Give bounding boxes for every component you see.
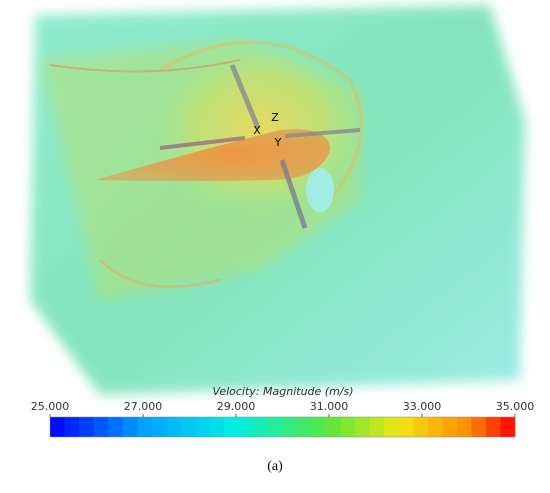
colorbar-frame [49,416,516,438]
colorbar-cell [253,417,269,437]
colorbar-cell [238,417,254,437]
colorbar-cell [166,417,182,437]
colorbar-cell [122,417,138,437]
axis-label: X [253,124,261,137]
colorbar-cell [209,417,225,437]
colorbar-tick-label: 25.000 [31,400,70,413]
colorbar-tick-label: 29.000 [217,400,256,413]
colorbar-cell [108,417,124,437]
colorbar-cell [471,417,487,437]
colorbar-cell [151,417,167,437]
colorbar-tick-label: 31.000 [310,400,349,413]
colorbar-cell [442,417,458,437]
colorbar-cell [64,417,80,437]
colorbar-cell [224,417,240,437]
colorbar-cell [180,417,196,437]
colorbar-cell [297,417,313,437]
colorbar-cell [413,417,429,437]
axis-label: Z [271,111,279,124]
colorbar-cell [282,417,298,437]
colorbar-tick-label: 33.000 [403,400,442,413]
colorbar-cell [427,417,443,437]
caption: (a) [267,459,283,474]
colorbar-cell [137,417,153,437]
colorbar-cell [456,417,472,437]
colorbar-cell [369,417,385,437]
colorbar-cell [485,417,501,437]
colorbar-cell [398,417,414,437]
colorbar-cell [50,417,66,437]
colorbar-cell [195,417,211,437]
colorbar-tick-label: 35.000 [496,400,535,413]
colorbar-cell [355,417,371,437]
colorbar-cell [79,417,95,437]
colorbar-cell [500,417,516,437]
colorbar-title: Velocity: Magnitude (m/s) [212,385,353,398]
axis-label: Y [274,136,282,149]
colorbar-cell [340,417,356,437]
colorbar-cell [311,417,327,437]
colorbar-cell [326,417,342,437]
colorbar-cell [384,417,400,437]
colorbar-cell [267,417,283,437]
colorbar-cell [93,417,109,437]
colorbar-tick-label: 27.000 [124,400,163,413]
render [30,5,525,395]
